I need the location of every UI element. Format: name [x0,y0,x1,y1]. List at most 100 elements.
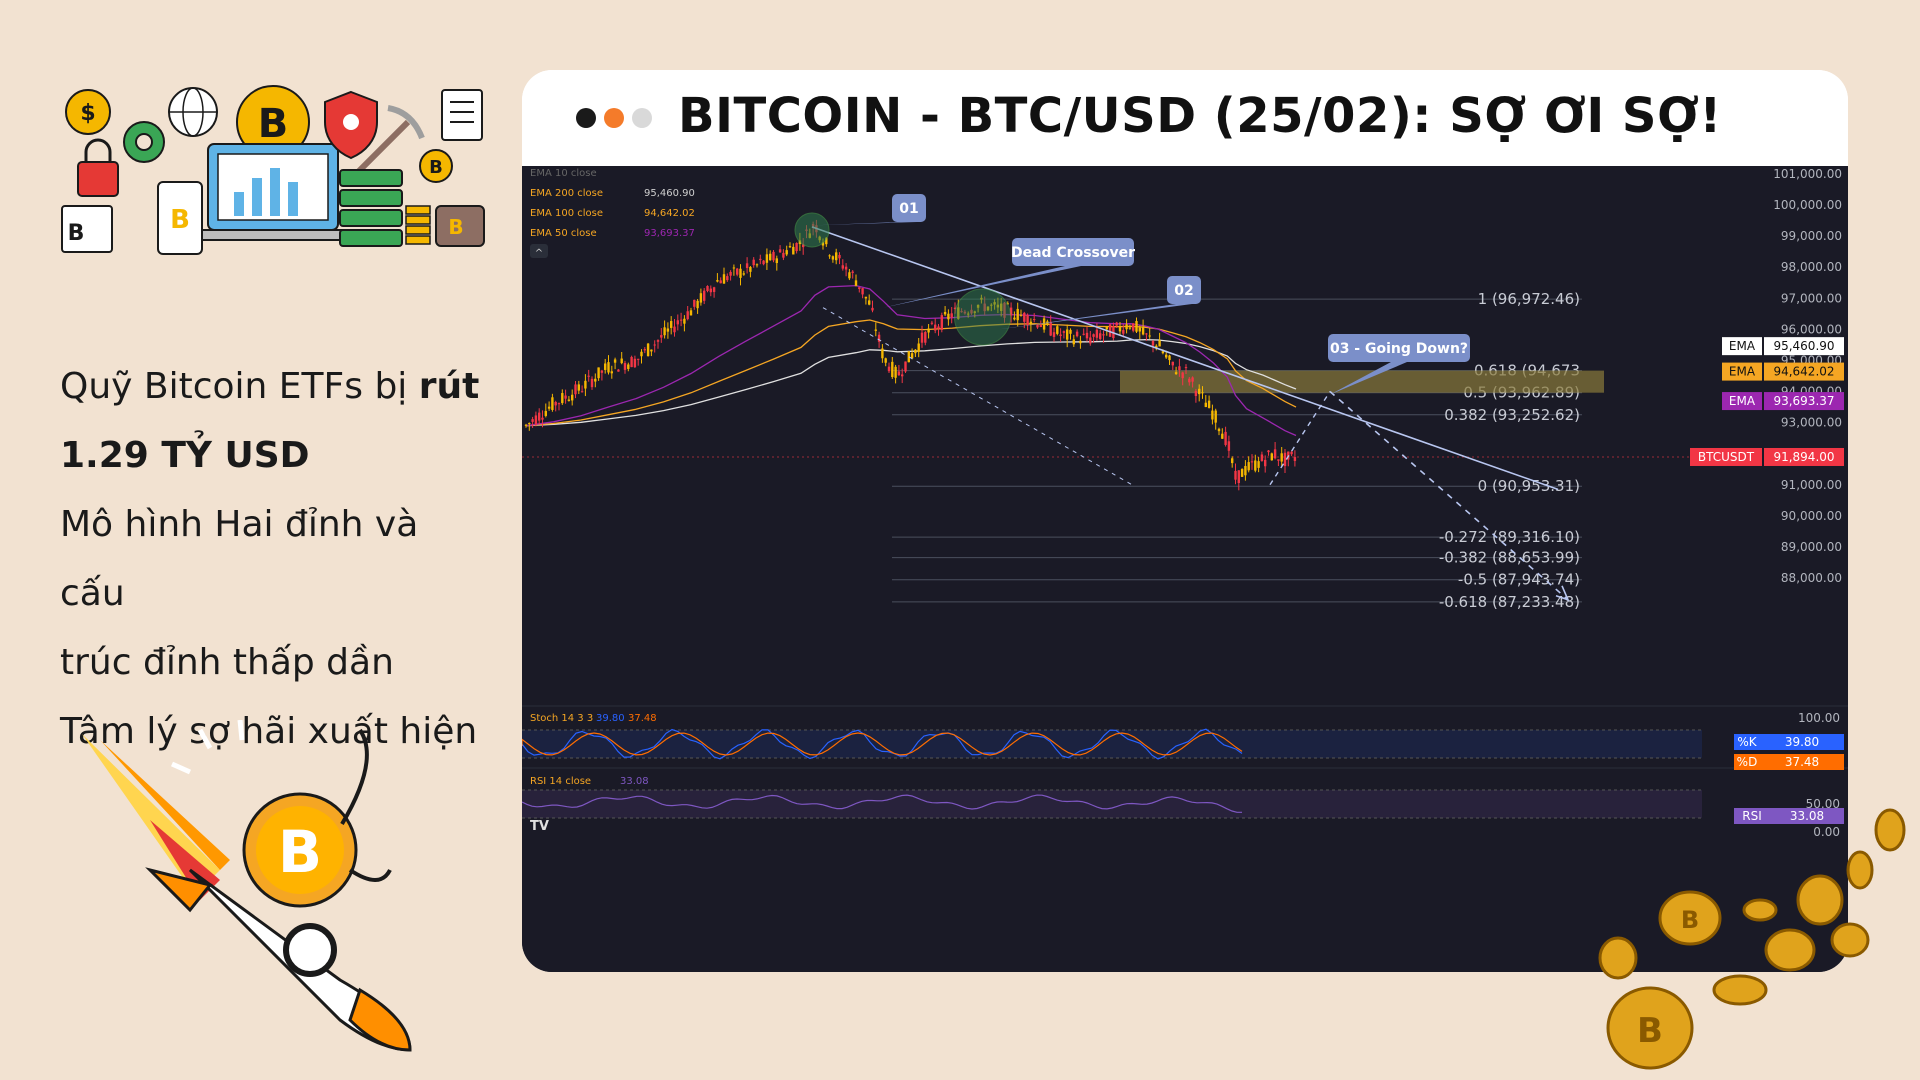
callout-label: Dead Crossover [1011,245,1135,261]
candle-body [607,362,610,373]
candle-body [1013,317,1016,320]
candle-body [907,351,910,363]
candle-body [1033,319,1036,321]
price-tag-label: EMA [1729,339,1756,353]
ema-200-line [525,339,1297,427]
pickaxe-icon [355,105,425,175]
forecast-dashed-line [1329,390,1569,601]
svg-text:B: B [448,215,463,239]
candle-body [1039,325,1042,328]
candle-body [660,335,663,338]
candle-body [1095,329,1099,338]
candle-body [722,274,726,284]
candle-body [841,265,844,269]
chart-area[interactable]: 101,000.00 100,000.00 99,000.00 98,000.00 97… [522,166,1848,972]
candle-body [1019,314,1023,316]
stoch-d-line [522,732,1243,756]
candle-body [1128,327,1132,329]
candle-body [650,349,653,352]
candle-body [1240,469,1244,477]
candle-body [1257,461,1260,468]
candle-body [1115,322,1118,326]
candle-body [610,371,613,374]
card-header: BITCOIN - BTC/USD (25/02): SỢ ƠI SỢ! [522,70,1848,166]
stoch-d-value: 37.48 [628,713,657,724]
candle-body [1277,459,1280,461]
price-tag-value-bg [1764,447,1844,466]
candle-body [930,322,934,324]
candle-body [838,254,841,259]
candle-body [666,328,670,332]
candle-body [1009,307,1013,316]
candle-body [1069,329,1072,334]
candle-body [1211,410,1214,420]
candle-body [1214,410,1217,423]
candle-body [752,259,755,266]
fib-level-label: -0.618 (87,233.48) [1439,593,1580,611]
stoch-k-tag-bg [1734,734,1760,750]
forecast-arrow-icon [1555,585,1570,602]
candle-body [1155,345,1158,348]
gold-coin-icon [1712,974,1768,1006]
candle-body [934,324,937,331]
rsi-tick: 0.00 [1813,825,1840,839]
svg-text:B: B [278,818,322,886]
candle-body [1234,470,1237,480]
candle-body [640,351,643,357]
candle-body [528,423,531,425]
y-tick-label: 99,000.00 [1781,229,1842,243]
downtrend-line [811,226,1559,491]
candle-body [901,374,904,377]
candle-body [703,290,706,301]
candle-body [788,246,792,248]
bitcoin-rocket-illustration: B [82,720,412,1052]
candle-body [1036,324,1039,328]
fib-level-label: 0.382 (93,252.62) [1444,406,1580,424]
candle-body [755,264,759,266]
candle-body [749,267,752,272]
candle-body [584,380,587,389]
candle-body [712,287,716,292]
stoch-d-tag-value: 37.48 [1785,755,1819,769]
fib-level-label: 1 (96,972.46) [1478,290,1580,308]
price-tag-value: 91,894.00 [1773,450,1834,464]
candle-body [894,366,897,378]
chart-card: BITCOIN - BTC/USD (25/02): SỢ ƠI SỢ! 101… [522,70,1848,972]
candle-body [554,401,557,406]
candle-body [541,417,544,420]
candle-body [696,300,699,309]
candle-body [1280,453,1283,462]
callout-label: 01 [899,201,918,217]
bitcoin-coin-icon: B [236,85,310,159]
key-point-amount: 1.29 TỶ USD [60,421,490,490]
price-tag-value: 95,460.90 [1773,339,1834,353]
candle-body [1141,326,1145,335]
price-tag-value: 94,642.02 [1773,365,1834,379]
legend-value: 93,693.37 [644,228,695,239]
candle-body [600,370,604,373]
candle-body [670,321,673,328]
candle-body [924,331,927,343]
candle-body [617,369,620,372]
candle-body [1062,331,1066,333]
candle-body [1066,329,1069,340]
candle-body [1227,441,1231,451]
stoch-d-tag: %D [1737,755,1758,769]
lock-icon [77,138,119,197]
callout-box [892,194,926,222]
key-point-etf: Quỹ Bitcoin ETFs bị rút [60,352,490,421]
candle-body [1207,400,1211,408]
candle-body [881,348,884,359]
candle-body [1181,372,1184,379]
legend-label: EMA 100 close [530,208,603,219]
candle-body [719,280,722,284]
candle-body [1059,334,1062,337]
candle-body [821,242,825,246]
candle-body [1085,332,1089,339]
candle-body [1231,458,1234,464]
y-tick-label: 90,000.00 [1781,509,1842,523]
candle-body [1178,366,1181,371]
candle-body [683,318,686,324]
key-point-amount-bold: 1.29 TỶ USD [60,435,310,476]
price-chart[interactable]: 101,000.00 100,000.00 99,000.00 98,000.00 97… [522,166,1848,972]
